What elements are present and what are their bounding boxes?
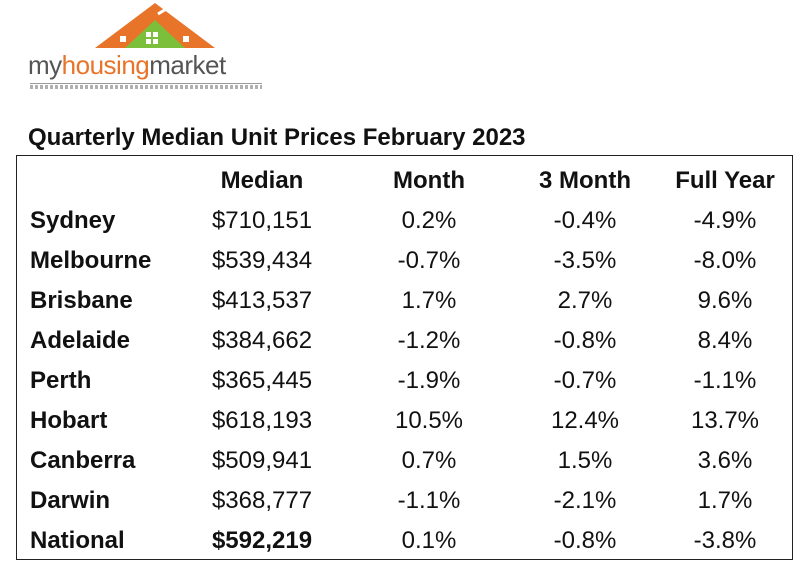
month-cell: -0.7% bbox=[397, 247, 461, 274]
logo-wordmark: myhousingmarket bbox=[28, 50, 226, 81]
three-month-cell: 12.4% bbox=[550, 407, 620, 434]
three-month-cell: -0.8% bbox=[553, 327, 617, 354]
three-month-cell: -0.8% bbox=[553, 527, 617, 554]
header-month: Month bbox=[393, 167, 465, 194]
brand-logo: myhousingmarket bbox=[28, 0, 268, 100]
full-year-cell: -4.9% bbox=[693, 207, 757, 234]
header-median: Median bbox=[220, 167, 304, 194]
three-month-cell: -0.7% bbox=[553, 367, 617, 394]
city-cell: Adelaide bbox=[30, 327, 131, 354]
three-month-cell: 1.5% bbox=[557, 447, 613, 474]
table-row: Brisbane $413,537 1.7% 2.7% 9.6% bbox=[17, 281, 792, 321]
median-cell: $509,941 bbox=[211, 447, 313, 474]
logo-underline bbox=[30, 83, 262, 84]
three-month-cell: -3.5% bbox=[553, 247, 617, 274]
city-cell: Brisbane bbox=[30, 287, 133, 314]
full-year-cell: 3.6% bbox=[697, 447, 753, 474]
city-cell: Darwin bbox=[30, 487, 111, 514]
city-cell: Sydney bbox=[30, 207, 116, 234]
city-cell: Perth bbox=[30, 367, 92, 394]
median-cell: $539,434 bbox=[211, 247, 313, 274]
logo-tagline bbox=[30, 85, 262, 89]
prices-table: Median Month 3 Month Full Year Sydney $7… bbox=[16, 155, 793, 560]
month-cell: 1.7% bbox=[401, 287, 457, 314]
house-logo-icon bbox=[95, 1, 215, 48]
table-row: Adelaide $384,662 -1.2% -0.8% 8.4% bbox=[17, 321, 792, 361]
logo-text-part3: market bbox=[149, 50, 226, 80]
city-cell: Hobart bbox=[30, 407, 108, 434]
month-cell: 0.2% bbox=[401, 207, 457, 234]
full-year-cell: -3.8% bbox=[693, 527, 757, 554]
table-row: National $592,219 0.1% -0.8% -3.8% bbox=[17, 521, 792, 561]
month-cell: -1.9% bbox=[397, 367, 461, 394]
table-row: Perth $365,445 -1.9% -0.7% -1.1% bbox=[17, 361, 792, 401]
table-row: Darwin $368,777 -1.1% -2.1% 1.7% bbox=[17, 481, 792, 521]
median-cell: $413,537 bbox=[211, 287, 313, 314]
median-cell: $592,219 bbox=[211, 527, 313, 554]
full-year-cell: 1.7% bbox=[697, 487, 753, 514]
header-3-month: 3 Month bbox=[539, 167, 631, 194]
table-header-row: Median Month 3 Month Full Year bbox=[17, 161, 792, 201]
full-year-cell: 9.6% bbox=[697, 287, 753, 314]
header-full-year: Full Year bbox=[675, 167, 775, 194]
median-cell: $368,777 bbox=[211, 487, 313, 514]
median-cell: $384,662 bbox=[211, 327, 313, 354]
table-row: Sydney $710,151 0.2% -0.4% -4.9% bbox=[17, 201, 792, 241]
table-row: Hobart $618,193 10.5% 12.4% 13.7% bbox=[17, 401, 792, 441]
table-row: Canberra $509,941 0.7% 1.5% 3.6% bbox=[17, 441, 792, 481]
logo-text-part2: housing bbox=[61, 50, 150, 80]
city-cell: National bbox=[30, 527, 125, 554]
month-cell: 10.5% bbox=[394, 407, 464, 434]
month-cell: -1.1% bbox=[397, 487, 461, 514]
median-cell: $710,151 bbox=[211, 207, 313, 234]
full-year-cell: -1.1% bbox=[693, 367, 757, 394]
median-cell: $365,445 bbox=[211, 367, 313, 394]
full-year-cell: -8.0% bbox=[693, 247, 757, 274]
three-month-cell: -0.4% bbox=[553, 207, 617, 234]
median-cell: $618,193 bbox=[211, 407, 313, 434]
month-cell: 0.1% bbox=[401, 527, 457, 554]
table-row: Melbourne $539,434 -0.7% -3.5% -8.0% bbox=[17, 241, 792, 281]
three-month-cell: 2.7% bbox=[557, 287, 613, 314]
full-year-cell: 13.7% bbox=[690, 407, 760, 434]
city-cell: Melbourne bbox=[30, 247, 152, 274]
city-cell: Canberra bbox=[30, 447, 136, 474]
month-cell: 0.7% bbox=[401, 447, 457, 474]
full-year-cell: 8.4% bbox=[697, 327, 753, 354]
month-cell: -1.2% bbox=[397, 327, 461, 354]
logo-text-part1: my bbox=[28, 50, 62, 80]
three-month-cell: -2.1% bbox=[553, 487, 617, 514]
page-title: Quarterly Median Unit Prices February 20… bbox=[28, 124, 526, 151]
